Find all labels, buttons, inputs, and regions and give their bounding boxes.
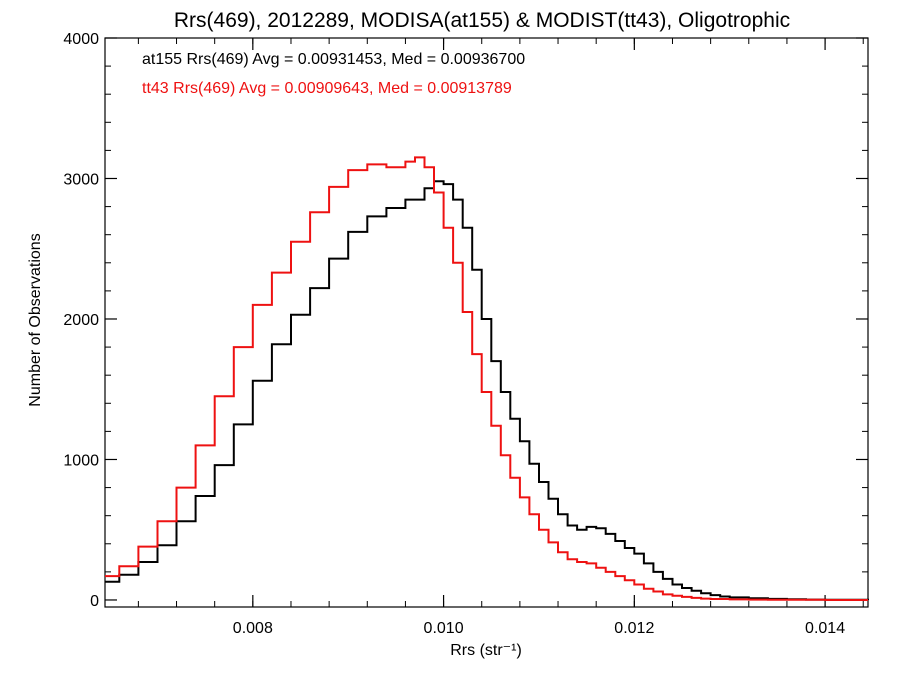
chart-title: Rrs(469), 2012289, MODISA(at155) & MODIS… — [174, 9, 790, 32]
plot-frame — [104, 37, 869, 608]
series-tt43-line — [105, 156, 868, 601]
y-axis-ticks: 0 1000 2000 3000 4000 — [63, 31, 868, 610]
x-tick-label: 0.014 — [805, 620, 845, 637]
x-tick-label: 0.010 — [424, 620, 464, 637]
y-tick-label: 2000 — [63, 312, 99, 329]
y-tick-label: 3000 — [63, 171, 99, 188]
x-tick-label: 0.008 — [233, 620, 273, 637]
x-axis-ticks: 0.008 0.010 0.012 0.014 — [137, 38, 864, 637]
series-at155-line — [105, 180, 869, 601]
annotation-black-series: at155 Rrs(469) Avg = 0.00931453, Med = 0… — [142, 51, 525, 68]
y-axis-label: Number of Observations — [27, 233, 44, 406]
annotation-red-series: tt43 Rrs(469) Avg = 0.00909643, Med = 0.… — [142, 80, 512, 97]
series-layer — [105, 156, 869, 601]
y-tick-label: 0 — [90, 593, 99, 610]
y-tick-label: 1000 — [63, 452, 99, 469]
x-axis-label: Rrs (str⁻¹) — [450, 642, 522, 659]
y-tick-label: 4000 — [63, 31, 99, 48]
x-tick-label: 0.012 — [614, 620, 654, 637]
